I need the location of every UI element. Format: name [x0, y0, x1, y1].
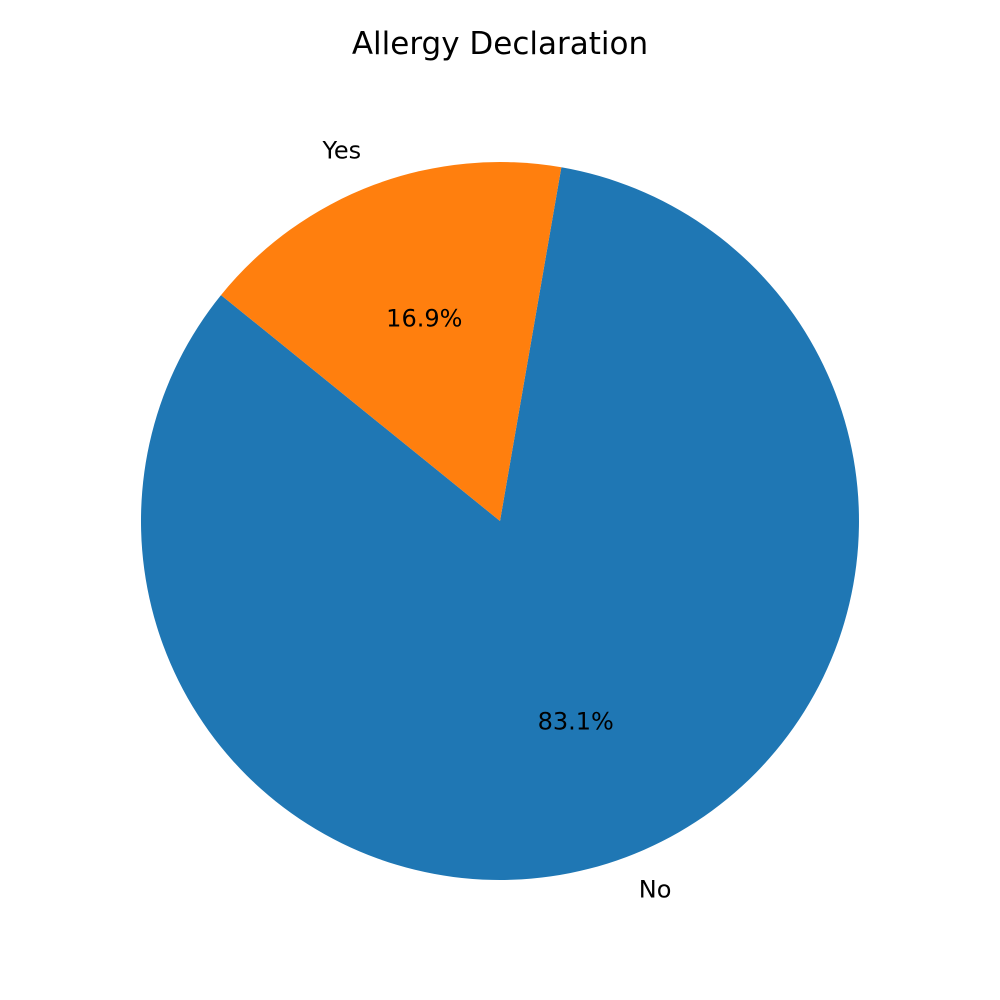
- slice-percent-no: 83.1%: [538, 708, 614, 736]
- slice-label-yes: Yes: [321, 136, 361, 164]
- slice-percent-yes: 16.9%: [386, 304, 462, 332]
- chart-title: Allergy Declaration: [351, 26, 649, 62]
- slice-label-no: No: [639, 876, 672, 904]
- pie-slice-no: [140, 167, 859, 880]
- pie-slice-yes: [221, 161, 562, 522]
